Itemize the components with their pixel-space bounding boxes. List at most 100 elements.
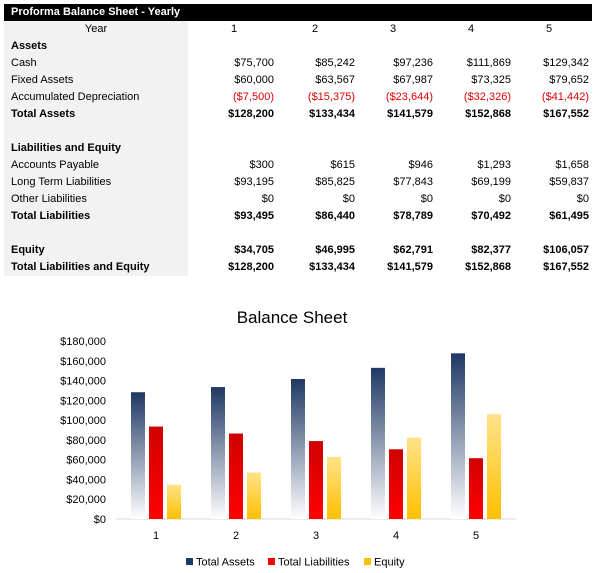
table-row: Total Liabilities and Equity $128,200 $133… xyxy=(4,259,592,276)
bar-total-liabilities xyxy=(149,426,163,519)
y-tick-label: $20,000 xyxy=(66,494,106,506)
bar-equity xyxy=(487,414,501,519)
legend-label: Total Assets xyxy=(196,557,255,569)
bar-total-assets xyxy=(131,392,145,519)
row-label: Other Liabilities xyxy=(11,193,87,205)
balance-sheet-chart: Balance Sheet $0 $20,000 $40,000 $60,000 $80… xyxy=(0,296,599,573)
table-row: Other Liabilities $0 $0 $0 $0 $0 xyxy=(4,191,592,208)
row-label: Accumulated Depreciation xyxy=(11,91,140,103)
table-row xyxy=(4,225,592,242)
table-cell: $0 xyxy=(576,193,589,205)
bar-equity xyxy=(167,484,181,519)
row-label: Total Liabilities xyxy=(11,210,91,222)
table-cell: $78,789 xyxy=(393,210,433,222)
table-cell: ($23,644) xyxy=(385,91,433,103)
bar-total-assets xyxy=(371,367,385,519)
year-header-cell: 4 xyxy=(467,23,475,35)
table-cell: $0 xyxy=(261,193,274,205)
table-cell: $111,869 xyxy=(466,57,511,69)
table-cell: $86,440 xyxy=(315,210,355,222)
table-cell: $93,495 xyxy=(234,210,274,222)
table-cell: $60,000 xyxy=(234,74,274,86)
year-header-label: Year xyxy=(84,23,108,35)
table-cell: $106,057 xyxy=(543,244,589,256)
y-tick-label: $80,000 xyxy=(66,435,106,447)
table-cell: ($7,500) xyxy=(233,91,274,103)
table-title: Proforma Balance Sheet - Yearly xyxy=(4,4,592,21)
table-cell: $79,652 xyxy=(549,74,589,86)
row-label: Fixed Assets xyxy=(11,74,74,86)
legend-swatch xyxy=(268,558,275,565)
table-row: Accounts Payable $300 $615 $946 $1,293 $1,658 xyxy=(4,157,592,174)
table-row: Liabilities and Equity xyxy=(4,140,592,157)
x-tick-label: 2 xyxy=(233,530,239,542)
table-cell: $59,837 xyxy=(549,176,589,188)
year-header-row: Year 1 2 3 4 5 xyxy=(4,21,592,38)
bar-total-assets xyxy=(451,353,465,519)
table-row xyxy=(4,123,592,140)
table-cell: ($41,442) xyxy=(541,91,589,103)
table-cell: $1,293 xyxy=(477,159,511,171)
legend-swatch xyxy=(186,558,193,565)
y-tick-label: $60,000 xyxy=(66,455,106,467)
table-cell: $615 xyxy=(330,159,355,171)
chart-canvas: Balance Sheet $0 $20,000 $40,000 $60,000 $80… xyxy=(60,308,516,569)
table-cell: $69,199 xyxy=(471,176,511,188)
row-label: Liabilities and Equity xyxy=(11,142,122,154)
table-row: Total Assets $128,200 $133,434 $141,579 $152… xyxy=(4,106,592,123)
x-tick-label: 1 xyxy=(153,530,159,542)
table-cell: $62,791 xyxy=(393,244,433,256)
x-axis: 1 2 3 4 5 xyxy=(153,530,479,542)
table-cell: $167,552 xyxy=(543,108,589,120)
table-cell: $141,579 xyxy=(387,108,433,120)
table-row: Accumulated Depreciation ($7,500) ($15,375… xyxy=(4,89,592,106)
table-cell: $63,567 xyxy=(315,74,355,86)
bar-equity xyxy=(407,437,421,519)
table-cell: $946 xyxy=(408,159,433,171)
y-tick-label: $160,000 xyxy=(60,356,106,368)
table-cell: $73,325 xyxy=(471,74,511,86)
table-cell: $167,552 xyxy=(543,261,589,273)
bar-total-liabilities xyxy=(309,441,323,519)
bar-group xyxy=(131,353,501,519)
year-header-cell: 3 xyxy=(389,23,397,35)
table-row: Long Term Liabilities $93,195 $85,825 $77,8… xyxy=(4,174,592,191)
label-column-background xyxy=(4,21,188,276)
y-tick-label: $180,000 xyxy=(60,336,106,348)
table-cell: $85,242 xyxy=(315,57,355,69)
row-label: Equity xyxy=(11,244,45,256)
table-cell: $133,434 xyxy=(309,261,355,273)
year-header-cell: 1 xyxy=(230,23,238,35)
table-cell: $128,200 xyxy=(228,108,274,120)
y-tick-label: $100,000 xyxy=(60,415,106,427)
bar-total-assets xyxy=(291,378,305,519)
table-cell: $70,492 xyxy=(471,210,511,222)
table-cell: $0 xyxy=(498,193,511,205)
bar-total-liabilities xyxy=(389,449,403,519)
y-tick-label: $0 xyxy=(94,514,106,526)
table-cell: $133,434 xyxy=(309,108,355,120)
chart-legend: Total Assets Total Liabilities Equity xyxy=(186,557,405,569)
row-label: Total Liabilities and Equity xyxy=(11,261,150,273)
table-row: Fixed Assets $60,000 $63,567 $67,987 $73,325… xyxy=(4,72,592,89)
bar-total-assets xyxy=(211,387,225,519)
table-cell: $85,825 xyxy=(315,176,355,188)
row-label: Cash xyxy=(11,57,37,69)
row-label: Total Assets xyxy=(11,108,76,120)
y-tick-label: $40,000 xyxy=(66,474,106,486)
chart-title: Balance Sheet xyxy=(237,308,348,327)
legend-swatch xyxy=(364,558,371,565)
table-cell: $300 xyxy=(249,159,274,171)
table-cell: $0 xyxy=(420,193,433,205)
x-tick-label: 5 xyxy=(473,530,479,542)
x-tick-label: 3 xyxy=(313,530,319,542)
table-cell: $0 xyxy=(342,193,355,205)
table-cell: $129,342 xyxy=(543,57,589,69)
bar-equity xyxy=(247,472,261,519)
table-cell: $46,995 xyxy=(315,244,355,256)
table-cell: $77,843 xyxy=(393,176,433,188)
table-cell: $61,495 xyxy=(549,210,589,222)
table-cell: $141,579 xyxy=(387,261,433,273)
row-label: Long Term Liabilities xyxy=(11,176,112,188)
table-cell: ($15,375) xyxy=(307,91,355,103)
